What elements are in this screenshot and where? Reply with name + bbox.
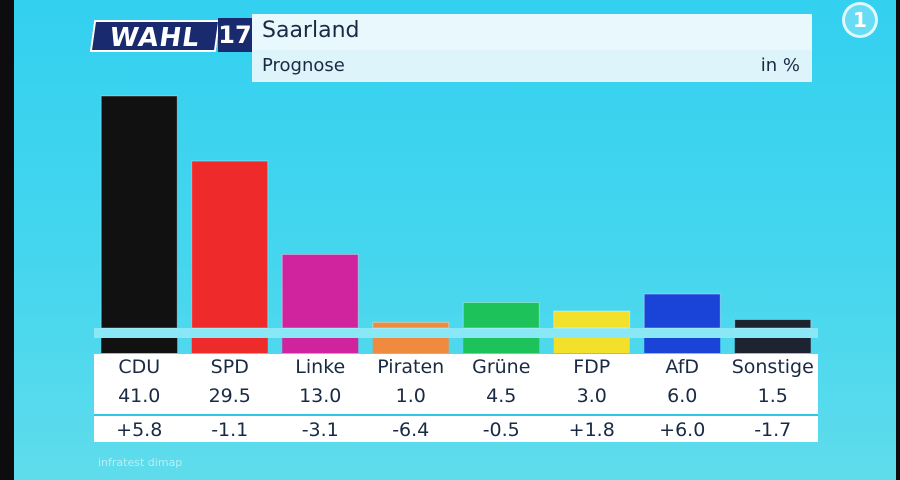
party-value-label: 41.0	[118, 385, 161, 407]
bar-afd	[643, 293, 721, 329]
bar-base-afd	[644, 338, 721, 353]
party-value-label: 6.0	[667, 385, 698, 407]
bar-base-piraten	[372, 338, 449, 353]
party-name-label: FDP	[573, 356, 611, 378]
ard-channel-icon: 1	[842, 2, 878, 38]
results-table: CDU SPD Linke Piraten Grüne FDP AfD Sonstige 41…	[94, 354, 818, 442]
party-value-label: 1.5	[757, 385, 788, 407]
party-name-label: Piraten	[377, 356, 445, 378]
party-name-label: Sonstige	[731, 356, 814, 378]
party-value-label: 29.5	[208, 385, 251, 407]
bar-chart	[94, 95, 818, 353]
bar-base-linke	[282, 338, 359, 353]
title-box: Saarland	[252, 14, 812, 50]
party-name-label: AfD	[665, 356, 700, 378]
party-name-label: Grüne	[472, 356, 531, 378]
bar-spd	[191, 160, 269, 329]
party-change-label: +5.8	[116, 419, 163, 441]
party-change-label: -6.4	[392, 419, 430, 441]
party-value-label: 13.0	[299, 385, 342, 407]
party-change-label: -0.5	[482, 419, 520, 441]
bar-base-fdp	[553, 338, 630, 353]
party-name-label: SPD	[210, 356, 249, 378]
bar-cdu	[100, 95, 178, 329]
chart-subtitle: Prognose	[262, 55, 345, 76]
party-change-label: +1.8	[568, 419, 615, 441]
bar-sonstige	[734, 319, 812, 329]
bar-base-spd	[191, 338, 268, 353]
source-label: infratest dimap	[98, 456, 183, 469]
party-changes-row: +5.8 -1.1 -3.1 -6.4 -0.5 +1.8 +6.0 -1.7	[94, 414, 818, 444]
party-change-label: -3.1	[301, 419, 339, 441]
bar-base-grüne	[463, 338, 540, 353]
bar-linke	[281, 253, 359, 329]
tv-screen: WAHL 17 Saarland Prognose in % 1 CDU SPD L…	[14, 0, 896, 480]
party-name-label: Linke	[295, 356, 346, 378]
bar-grüne	[462, 302, 540, 329]
chart-title: Saarland	[262, 18, 360, 43]
party-value-label: 1.0	[395, 385, 426, 407]
bar-base-sonstige	[734, 338, 811, 353]
baseline-band	[94, 328, 818, 338]
party-values-row: 41.0 29.5 13.0 1.0 4.5 3.0 6.0 1.5	[94, 385, 818, 413]
unit-label: in %	[760, 55, 800, 76]
party-name-label: CDU	[118, 356, 161, 378]
bar-fdp	[553, 310, 631, 329]
party-change-label: -1.1	[211, 419, 249, 441]
party-names-row: CDU SPD Linke Piraten Grüne FDP AfD Sonstige	[94, 356, 818, 384]
party-value-label: 4.5	[486, 385, 517, 407]
party-change-label: +6.0	[659, 419, 706, 441]
party-change-label: -1.7	[754, 419, 792, 441]
subtitle-box: Prognose in %	[252, 50, 812, 82]
bar-piraten	[372, 321, 450, 329]
party-value-label: 3.0	[576, 385, 607, 407]
bar-base-cdu	[101, 338, 178, 353]
wahl-year: 17	[218, 18, 252, 52]
